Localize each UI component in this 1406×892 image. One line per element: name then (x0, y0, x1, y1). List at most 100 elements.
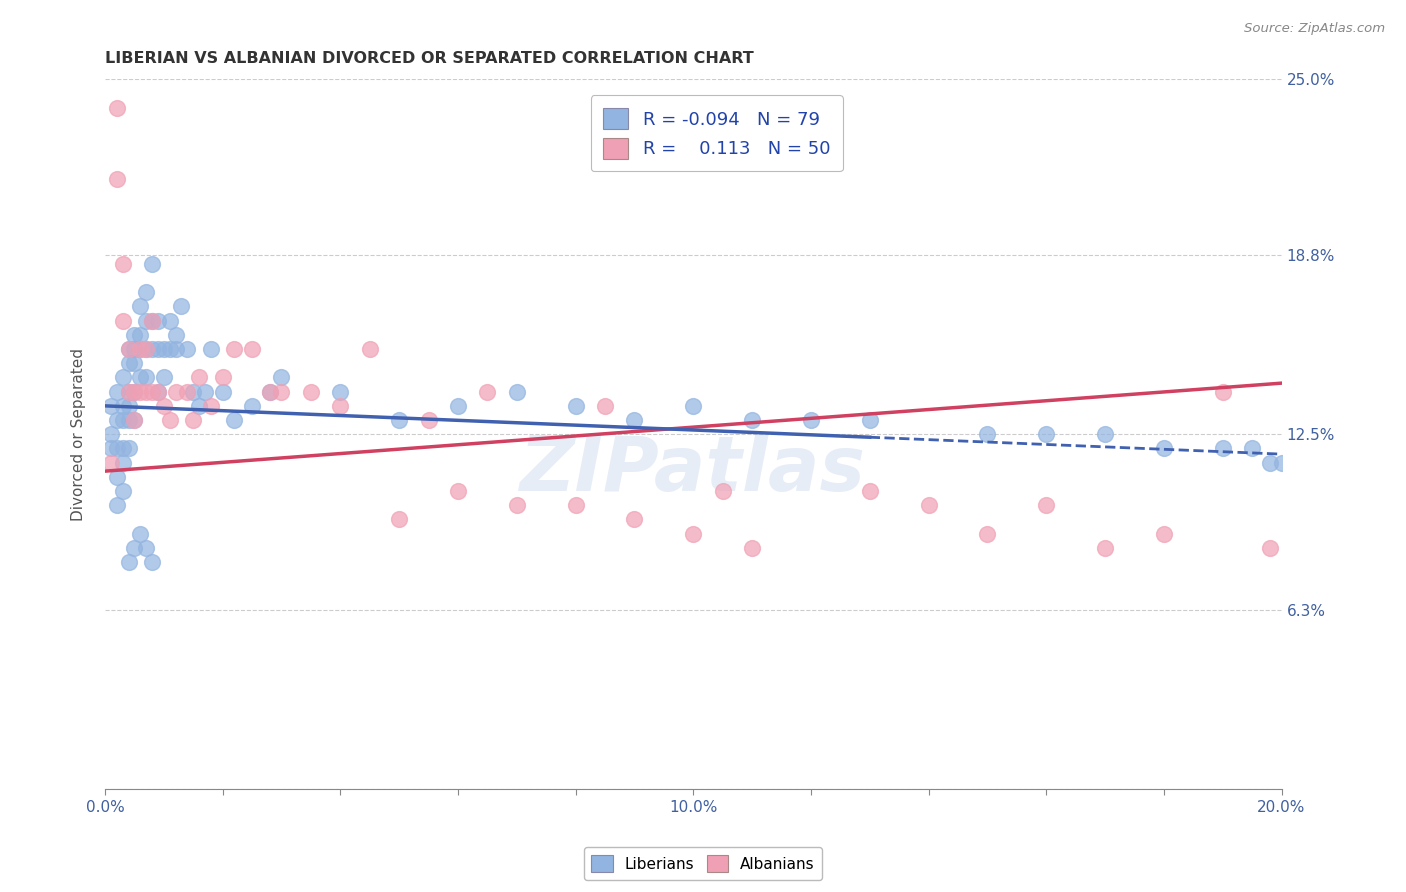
Point (917, 498, 939, 512)
Point (159, 342, 181, 356)
Point (117, 555, 139, 569)
Point (388, 413, 411, 427)
Point (159, 413, 181, 427)
Point (117, 342, 139, 356)
Point (1153, 442, 1175, 456)
Point (124, 342, 146, 356)
Point (105, 470, 128, 484)
Point (111, 257, 134, 271)
Point (111, 413, 134, 427)
Point (859, 413, 882, 427)
Text: Source: ZipAtlas.com: Source: ZipAtlas.com (1244, 22, 1385, 36)
Point (1094, 427, 1116, 442)
Point (200, 342, 222, 356)
Point (129, 384, 152, 399)
Point (100, 456, 122, 470)
Point (506, 384, 529, 399)
Point (270, 370, 292, 384)
Point (141, 555, 163, 569)
Point (105, 413, 128, 427)
Point (111, 370, 134, 384)
Point (141, 342, 163, 356)
Point (146, 342, 169, 356)
Point (1270, 456, 1292, 470)
Point (135, 384, 157, 399)
Point (299, 384, 322, 399)
Point (741, 413, 763, 427)
Point (105, 171, 128, 186)
Point (623, 512, 645, 526)
Point (111, 399, 134, 413)
Point (388, 512, 411, 526)
Point (111, 483, 134, 498)
Point (105, 101, 128, 115)
Point (1035, 498, 1057, 512)
Point (111, 314, 134, 328)
Point (1258, 541, 1281, 555)
Legend: Liberians, Albanians: Liberians, Albanians (583, 847, 823, 880)
Point (240, 399, 263, 413)
Point (211, 370, 233, 384)
Point (564, 498, 586, 512)
Point (1241, 442, 1264, 456)
Point (111, 442, 134, 456)
Point (135, 342, 157, 356)
Point (135, 314, 157, 328)
Point (105, 498, 128, 512)
Point (135, 370, 157, 384)
Point (181, 413, 204, 427)
Point (105, 384, 128, 399)
Point (165, 327, 187, 342)
Point (188, 370, 211, 384)
Point (124, 356, 146, 370)
Point (1035, 427, 1057, 442)
Y-axis label: Divorced or Separated: Divorced or Separated (72, 348, 86, 521)
Point (418, 413, 440, 427)
Point (100, 442, 122, 456)
Point (240, 342, 263, 356)
Point (117, 384, 139, 399)
Point (117, 413, 139, 427)
Point (117, 342, 139, 356)
Point (129, 370, 152, 384)
Point (188, 399, 211, 413)
Point (117, 442, 139, 456)
Point (124, 384, 146, 399)
Point (100, 427, 122, 442)
Point (124, 413, 146, 427)
Point (153, 399, 176, 413)
Point (117, 399, 139, 413)
Point (170, 300, 193, 314)
Point (124, 541, 146, 555)
Point (124, 384, 146, 399)
Point (117, 384, 139, 399)
Point (129, 342, 152, 356)
Point (506, 498, 529, 512)
Point (976, 427, 998, 442)
Point (141, 314, 163, 328)
Point (741, 541, 763, 555)
Point (259, 384, 281, 399)
Point (976, 526, 998, 541)
Point (447, 483, 470, 498)
Point (165, 384, 187, 399)
Point (711, 483, 734, 498)
Legend: R = -0.094   N = 79, R =    0.113   N = 50: R = -0.094 N = 79, R = 0.113 N = 50 (591, 95, 844, 171)
Point (129, 327, 152, 342)
Point (129, 526, 152, 541)
Point (153, 342, 176, 356)
Text: ZIPatlas: ZIPatlas (520, 433, 866, 507)
Point (447, 399, 470, 413)
Point (135, 285, 157, 300)
Point (564, 399, 586, 413)
Point (129, 342, 152, 356)
Point (1094, 541, 1116, 555)
Point (359, 342, 381, 356)
Point (224, 342, 246, 356)
Point (1153, 526, 1175, 541)
Point (111, 456, 134, 470)
Point (194, 384, 217, 399)
Point (129, 300, 152, 314)
Point (800, 413, 823, 427)
Point (165, 342, 187, 356)
